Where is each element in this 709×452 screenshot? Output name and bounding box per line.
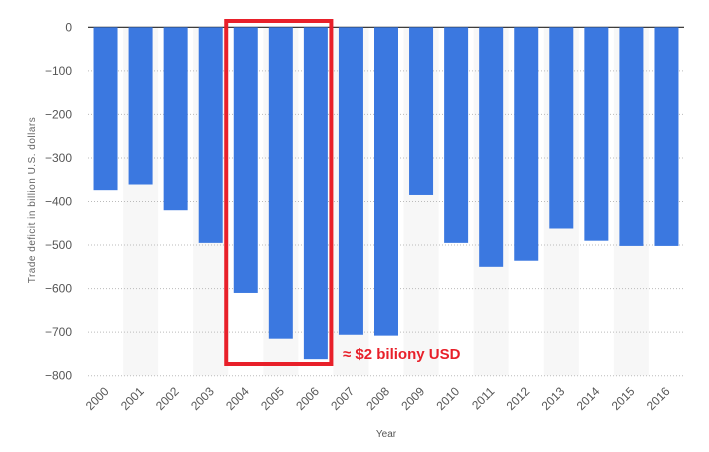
bar-2012 [514, 27, 539, 261]
y-axis-label: Trade deficit in billion U.S. dollars [27, 117, 38, 284]
x-tick-label: 2014 [574, 384, 603, 413]
bar-2014 [584, 27, 609, 241]
x-tick-label: 2005 [258, 384, 287, 413]
bar-2000 [93, 27, 118, 191]
annotation-text: ≈ $2 biliony USD [343, 346, 461, 363]
x-tick-label: 2004 [223, 384, 252, 413]
x-tick-label: 2013 [539, 384, 568, 413]
y-tick-label: −500 [45, 238, 72, 252]
y-tick-label: −400 [45, 195, 72, 209]
bar-2009 [409, 27, 434, 195]
x-tick-label: 2001 [118, 384, 147, 413]
bar-2015 [619, 27, 644, 246]
bar-2016 [654, 27, 679, 246]
bar-2001 [128, 27, 153, 185]
bar-2013 [549, 27, 574, 229]
x-tick-label: 2011 [469, 384, 497, 412]
x-tick-label: 2015 [609, 384, 638, 413]
y-tick-label: 0 [65, 20, 72, 34]
x-tick-label: 2000 [83, 384, 112, 413]
y-tick-label: −800 [45, 369, 72, 383]
x-tick-label: 2003 [188, 384, 217, 413]
x-tick-label: 2009 [398, 384, 427, 413]
highlight-box [224, 19, 334, 366]
bar-2011 [479, 27, 504, 267]
bar-2010 [444, 27, 469, 243]
bar-2006 [303, 27, 328, 360]
bar-2007 [338, 27, 363, 335]
bar-2002 [163, 27, 188, 211]
y-tick-label: −200 [45, 107, 72, 121]
x-tick-label: 2012 [504, 384, 533, 413]
x-tick-label: 2007 [328, 384, 357, 413]
x-tick-label: 2006 [293, 384, 322, 413]
bar-2005 [268, 27, 293, 339]
x-axis-label: Year [376, 429, 397, 440]
y-tick-label: −600 [45, 282, 72, 296]
x-tick-label: 2010 [433, 384, 462, 413]
x-tick-label: 2016 [644, 384, 673, 413]
bar-2004 [233, 27, 258, 293]
y-tick-label: −100 [45, 64, 72, 78]
y-tick-label: −300 [45, 151, 72, 165]
x-tick-label: 2008 [363, 384, 392, 413]
bar-2003 [198, 27, 223, 243]
x-tick-label: 2002 [153, 384, 182, 413]
y-tick-label: −700 [45, 325, 72, 339]
bar-2008 [374, 27, 398, 336]
